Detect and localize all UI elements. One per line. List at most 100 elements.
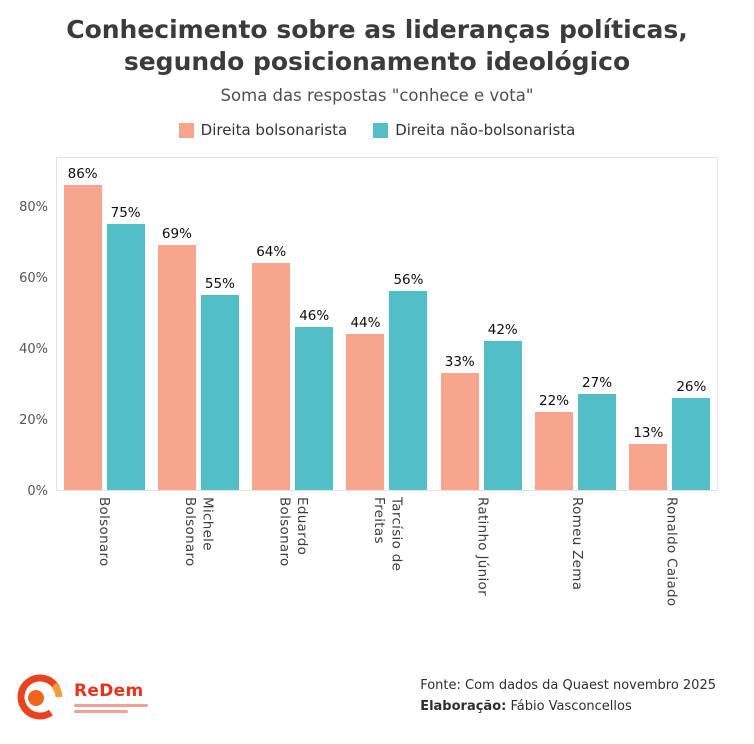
bar-column: 26% — [672, 378, 711, 490]
chart-subtitle: Soma das respostas "conhece e vota" — [220, 86, 534, 105]
x-axis-label-text: Tarcísio de Freitas — [371, 497, 405, 572]
bar-column: 44% — [346, 314, 385, 490]
x-axis-label-text: Michele Bolsonaro — [181, 497, 216, 567]
legend: Direita bolsonarista Direita não-bolsona… — [0, 121, 754, 139]
legend-label-nao-bolsonarista: Direita não-bolsonarista — [395, 121, 576, 139]
chart-area: 0% 20% 40% 60% 80% 86% 75% 69% 55% 64% 46% 44% 56% 3… — [12, 157, 718, 499]
source-text: Com dados da Quaest novembro 2025 — [465, 678, 716, 694]
redem-logo-tagline — [74, 704, 148, 707]
bar-column: 22% — [535, 392, 574, 490]
legend-item-nao-bolsonarista: Direita não-bolsonarista — [373, 121, 575, 139]
bar-column: 64% — [252, 243, 291, 490]
redem-logo-icon — [17, 674, 63, 720]
bar-value-label: 75% — [110, 204, 141, 221]
bar — [295, 326, 334, 490]
plot-area: 86% 75% 69% 55% 64% 46% 44% 56% 33% 42% 22% 27% 13% 2… — [56, 157, 718, 491]
redem-logo-text-block: ReDem — [74, 681, 148, 713]
elaboration-label: Elaboração: — [420, 699, 507, 714]
x-axis-label: Bolsonaro — [56, 497, 151, 639]
y-tick-label: 40% — [19, 342, 48, 357]
legend-item-bolsonarista: Direita bolsonarista — [178, 121, 348, 139]
bar-column: 46% — [295, 307, 334, 490]
bar-value-label: 46% — [299, 307, 330, 324]
bar-column: 13% — [629, 424, 668, 490]
bar-value-label: 22% — [539, 392, 570, 409]
bar-group: 69% 55% — [151, 226, 245, 490]
bar — [389, 291, 428, 490]
bar-value-label: 13% — [633, 424, 664, 441]
chart-title: Conhecimento sobre as lideranças polític… — [0, 14, 754, 78]
bar-value-label: 86% — [67, 165, 98, 182]
chart-title-line-2: segundo posicionamento ideológico — [123, 47, 631, 76]
bar — [535, 411, 574, 490]
x-axis-labels: Bolsonaro Michele Bolsonaro Eduardo Bolson… — [56, 497, 718, 639]
bar — [157, 245, 196, 490]
legend-swatch-nao-bolsonarista — [373, 122, 389, 138]
bar-column: 42% — [483, 321, 522, 490]
bar-group: 86% 75% — [57, 166, 151, 490]
x-axis-label-text: Ratinho Júnior — [474, 497, 491, 596]
bar — [200, 294, 239, 490]
y-tick-label: 20% — [19, 413, 48, 428]
bar-value-label: 64% — [256, 243, 287, 260]
bar-column: 75% — [106, 204, 145, 490]
bar-value-label: 55% — [204, 275, 235, 292]
x-axis: Bolsonaro Michele Bolsonaro Eduardo Bolson… — [12, 497, 718, 639]
bar-group: 22% 27% — [528, 375, 622, 490]
bar — [63, 184, 102, 490]
bar-column: 55% — [200, 275, 239, 490]
y-tick-label: 80% — [19, 200, 48, 215]
bar-value-label: 33% — [444, 353, 475, 370]
x-axis-label-text: Bolsonaro — [96, 497, 113, 567]
bar-column: 56% — [389, 272, 428, 490]
redem-logo: ReDem — [14, 671, 148, 723]
bar-value-label: 56% — [393, 272, 424, 289]
redem-logo-tagline-2 — [74, 710, 128, 713]
x-axis-label: Tarcísio de Freitas — [340, 497, 435, 639]
bar-groups: 86% 75% 69% 55% 64% 46% 44% 56% 33% 42% 22% 27% 13% 2… — [57, 158, 717, 490]
bar-column: 27% — [578, 375, 617, 490]
bar — [440, 372, 479, 490]
x-axis-gutter — [12, 497, 56, 639]
y-tick-label: 60% — [19, 271, 48, 286]
bar-column: 69% — [157, 226, 196, 490]
credits: Fonte: Com dados da Quaest novembro 2025… — [420, 676, 716, 718]
y-tick-label: 0% — [27, 484, 48, 499]
x-axis-label: Ronaldo Caiado — [623, 497, 718, 639]
bar-value-label: 27% — [582, 375, 613, 392]
chart-page: Conhecimento sobre as lideranças polític… — [0, 14, 754, 744]
y-axis: 0% 20% 40% 60% 80% — [12, 157, 56, 499]
redem-logo-text: ReDem — [74, 681, 144, 701]
elaboration-text: Fábio Vasconcellos — [510, 699, 632, 714]
x-axis-label-text: Eduardo Bolsonaro — [276, 497, 310, 567]
bar — [578, 394, 617, 490]
x-axis-label: Romeu Zema — [529, 497, 624, 639]
bar-value-label: 69% — [161, 226, 192, 243]
bar — [483, 340, 522, 490]
bar-group: 64% 46% — [246, 244, 340, 490]
bar-group: 44% 56% — [340, 272, 434, 490]
source-label: Fonte: — [420, 678, 461, 694]
x-axis-label: Ratinho Júnior — [434, 497, 529, 639]
bar-group: 33% 42% — [434, 322, 528, 490]
bar-column: 86% — [63, 165, 102, 490]
x-axis-label: Michele Bolsonaro — [151, 497, 246, 639]
bar-value-label: 44% — [350, 314, 381, 331]
bar — [346, 333, 385, 490]
legend-label-bolsonarista: Direita bolsonarista — [200, 121, 348, 139]
x-axis-label: Eduardo Bolsonaro — [245, 497, 340, 639]
chart-title-line-1: Conhecimento sobre as lideranças polític… — [66, 15, 688, 44]
elaboration-line: Elaboração: Fábio Vasconcellos — [420, 697, 716, 718]
bar-value-label: 42% — [487, 321, 518, 338]
footer: ReDem Fonte: Com dados da Quaest novembr… — [0, 658, 754, 744]
bar — [629, 443, 668, 490]
legend-swatch-bolsonarista — [178, 122, 194, 138]
x-axis-label-text: Ronaldo Caiado — [663, 497, 680, 607]
bar-group: 13% 26% — [623, 379, 717, 490]
source-line: Fonte: Com dados da Quaest novembro 2025 — [420, 676, 716, 697]
x-axis-label-text: Romeu Zema — [568, 497, 585, 591]
bar — [672, 397, 711, 490]
bar — [252, 262, 291, 490]
bar — [106, 223, 145, 490]
bar-value-label: 26% — [676, 378, 707, 395]
